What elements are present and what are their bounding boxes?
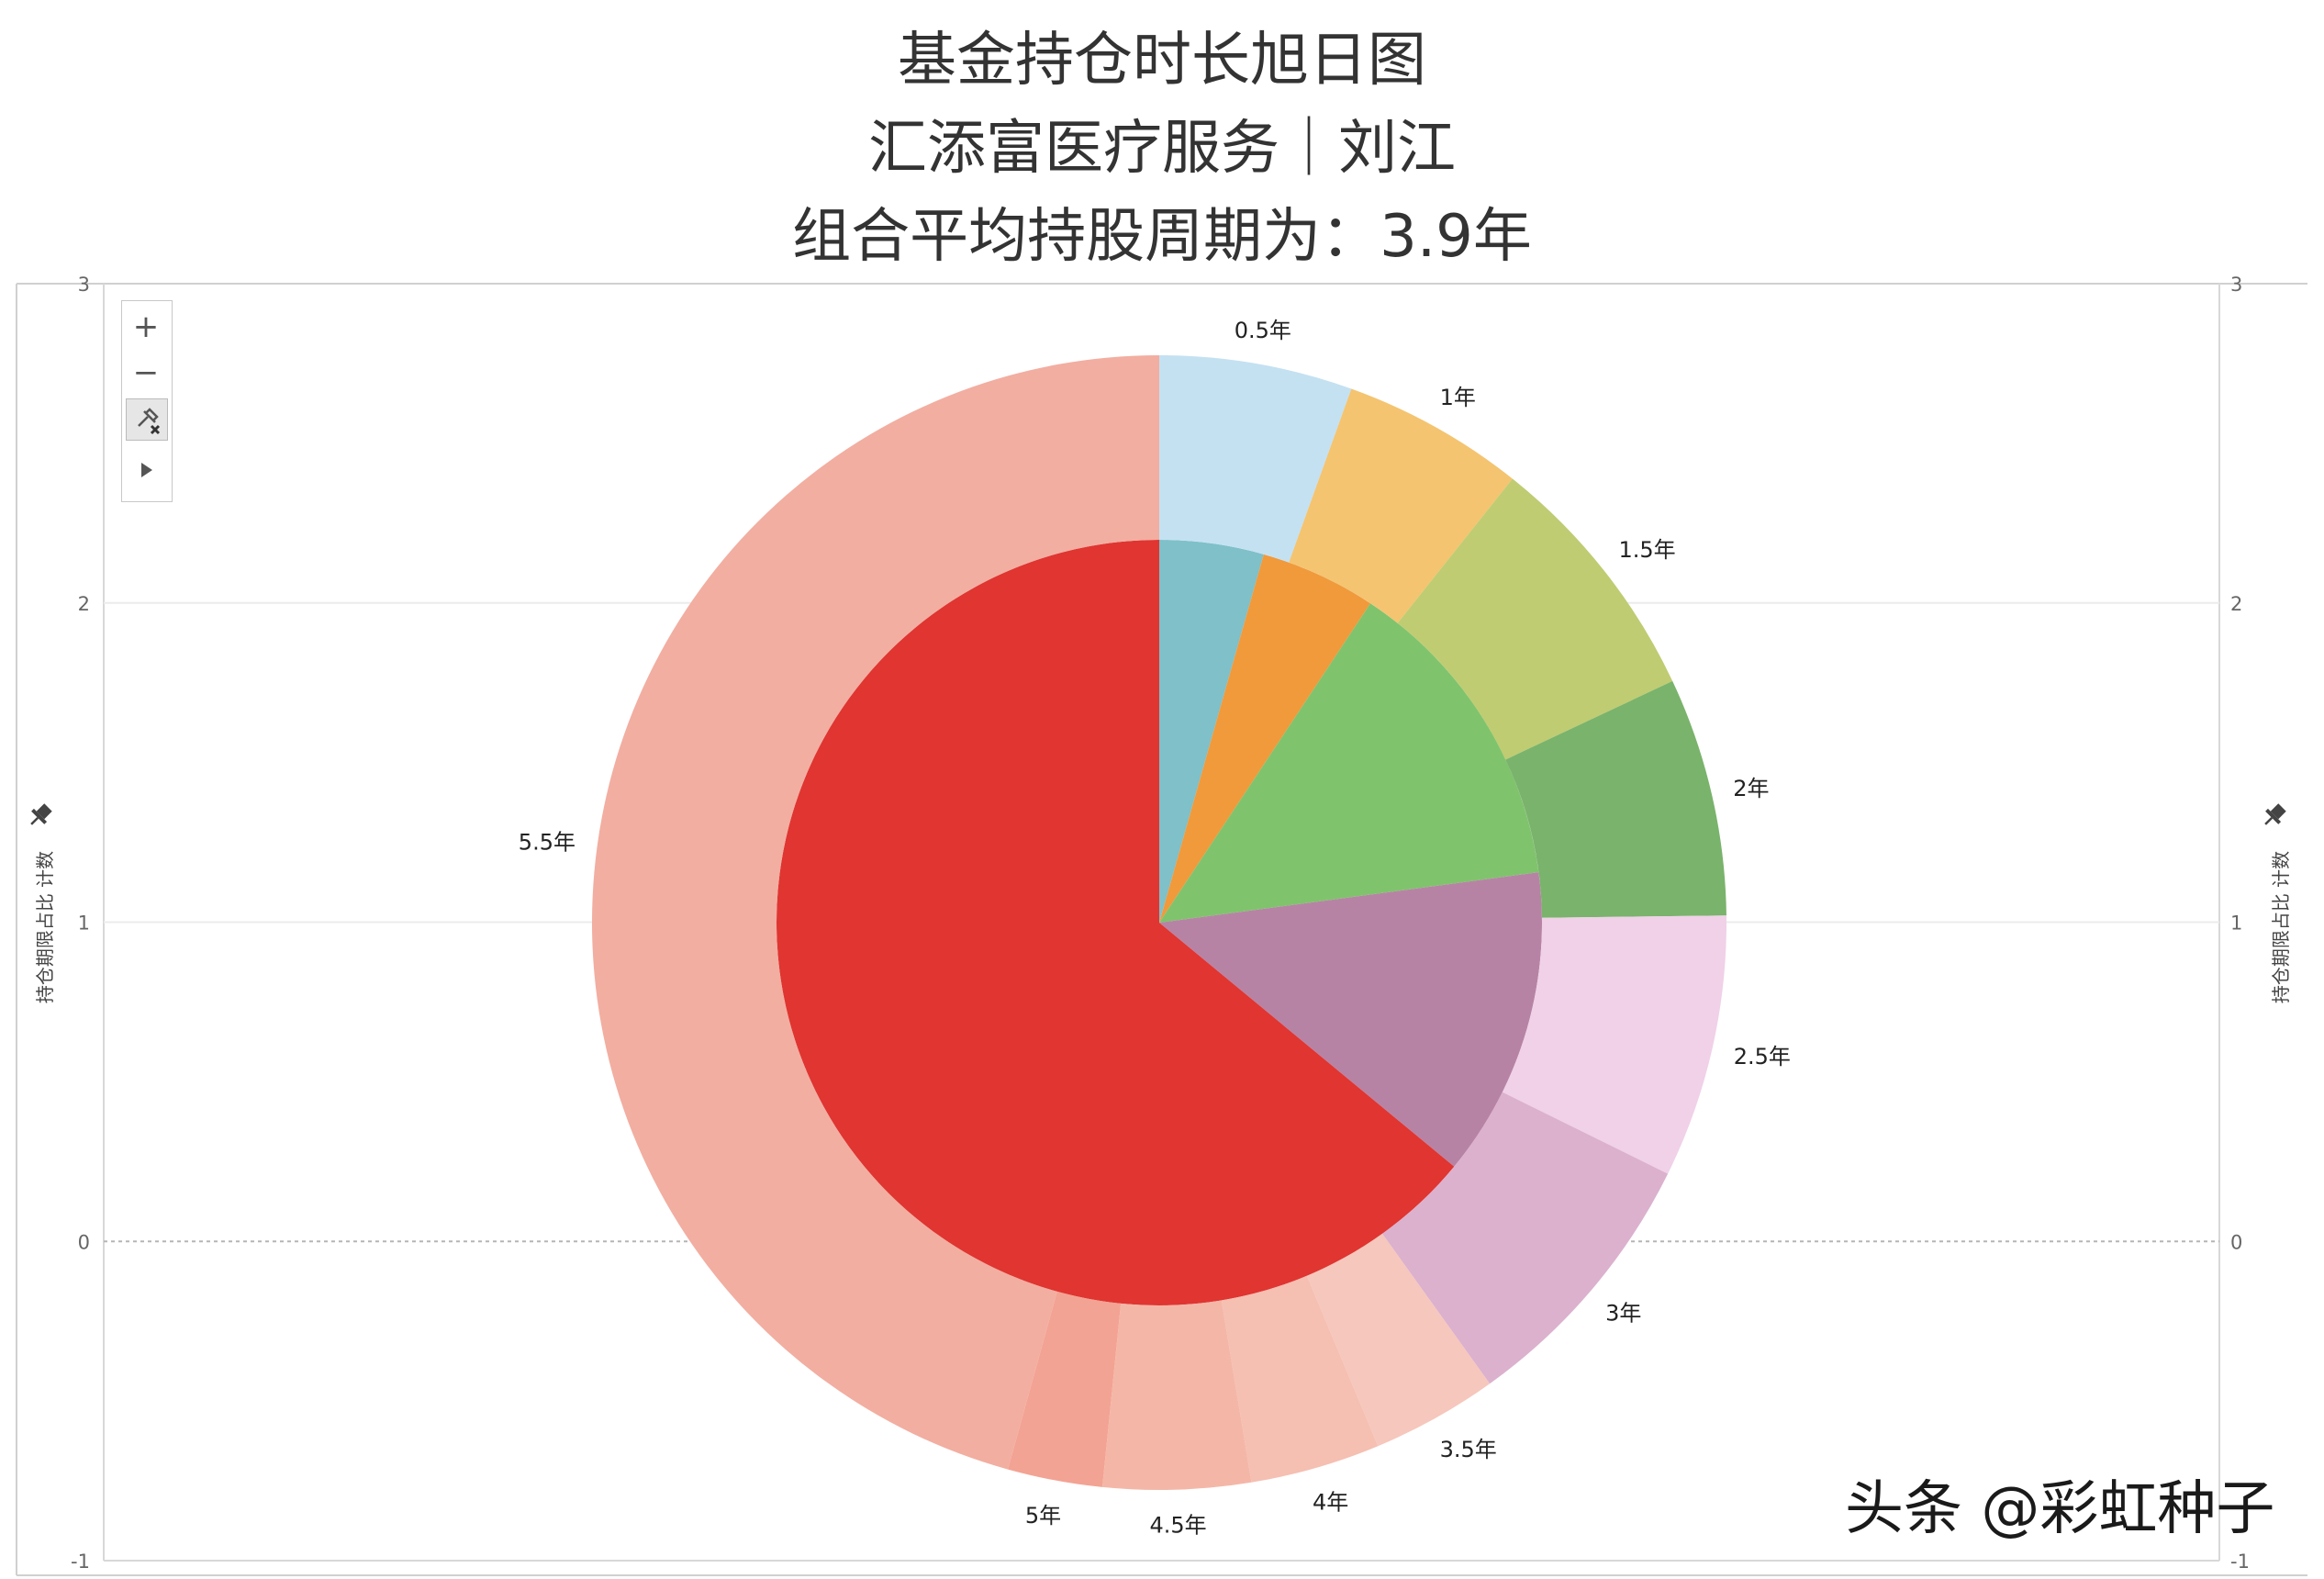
slice-label: 4.5年 (1150, 1513, 1207, 1539)
outer-slice[interactable] (1289, 388, 1513, 623)
outer-slice[interactable] (1008, 1291, 1122, 1487)
outer-slice[interactable] (1397, 478, 1673, 760)
inner-slice[interactable] (1159, 554, 1371, 923)
outer-slice[interactable] (1101, 1300, 1252, 1491)
slice-label: 0.5年 (1235, 318, 1291, 343)
slice-label: 2年 (1733, 776, 1769, 801)
right-tick-label: -1 (2230, 1551, 2250, 1573)
inner-slice[interactable] (1159, 603, 1539, 923)
slice-label: 5.5年 (519, 830, 575, 856)
inner-ring (777, 540, 1542, 1305)
chart-title: 基金持仓时长旭日图 汇添富医疗服务｜刘江 组合平均持股周期为：3.9年 (0, 17, 2324, 281)
slice-labels: 0.5年 1年 1.5年 2年 2.5年 3年 3.5年 4年 4.5年 5年 5.5年 (519, 318, 1791, 1539)
slice-label: 3.5年 (1440, 1437, 1497, 1462)
map-toolbar: + − (121, 300, 173, 502)
left-tick-label: 0 (78, 1231, 90, 1253)
slice-label: 1.5年 (1619, 537, 1676, 563)
outer-slice[interactable] (1381, 1092, 1669, 1384)
right-axis-title: 持仓期限占比 计数 (2270, 851, 2292, 1003)
play-button[interactable] (126, 450, 166, 490)
right-tick-label: 0 (2230, 1231, 2242, 1253)
play-icon (141, 463, 152, 477)
axes: 持仓期限占比 计数 持仓期限占比 计数 3 3 2 2 1 1 0 0 -1 -1 (25, 274, 2292, 1573)
right-tick-label: 1 (2230, 913, 2242, 935)
right-tick-label: 3 (2230, 274, 2242, 296)
title-line-2: 汇添富医疗服务｜刘江 (868, 115, 1456, 183)
outer-slice[interactable] (1306, 1233, 1491, 1447)
outer-ring (592, 355, 1726, 1491)
inner-slice[interactable] (777, 540, 1455, 1305)
slice-label: 5年 (1025, 1503, 1061, 1529)
title-line-3: 组合平均持股周期为：3.9年 (792, 203, 1532, 271)
left-tick-label: 2 (78, 593, 90, 615)
unpin-button[interactable] (126, 398, 168, 441)
zoom-in-button[interactable]: + (132, 308, 160, 345)
inner-slice[interactable] (1159, 540, 1264, 923)
slice-label: 2.5年 (1734, 1044, 1791, 1069)
outer-slice[interactable] (1159, 355, 1352, 563)
slice-label: 4年 (1313, 1490, 1348, 1516)
unpin-icon (138, 408, 161, 435)
outer-slice[interactable] (592, 355, 1159, 1470)
outer-slice[interactable] (1505, 680, 1726, 918)
zoom-out-button[interactable]: − (132, 354, 160, 391)
inner-slice[interactable] (1159, 872, 1542, 1167)
pin-icon[interactable] (2259, 801, 2289, 831)
left-tick-label: -1 (71, 1551, 90, 1573)
left-tick-label: 1 (78, 913, 90, 935)
title-line-1: 基金持仓时长旭日图 (898, 27, 1426, 95)
left-axis-title: 持仓期限占比 计数 (34, 851, 56, 1003)
slice-label: 3年 (1605, 1300, 1641, 1326)
watermark: 头条 @彩虹种子 (1845, 1475, 2275, 1543)
right-tick-label: 2 (2230, 593, 2242, 615)
outer-slice[interactable] (1502, 915, 1726, 1174)
slice-label: 1年 (1440, 385, 1476, 410)
outer-slice[interactable] (1221, 1275, 1379, 1483)
left-tick-label: 3 (78, 274, 90, 296)
pin-icon[interactable] (25, 801, 55, 831)
